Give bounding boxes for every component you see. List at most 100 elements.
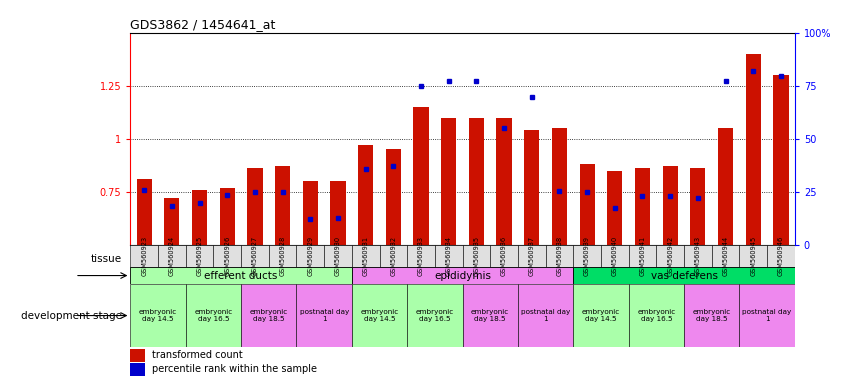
- Bar: [739, 245, 767, 267]
- Bar: [331, 181, 346, 245]
- Bar: [130, 245, 158, 267]
- Text: GSM560924: GSM560924: [169, 236, 175, 276]
- Text: efferent ducts: efferent ducts: [204, 271, 278, 281]
- Text: GSM560933: GSM560933: [418, 236, 424, 276]
- Text: embryonic
day 18.5: embryonic day 18.5: [693, 309, 731, 322]
- Text: GSM560936: GSM560936: [501, 236, 507, 276]
- Text: GSM560945: GSM560945: [750, 236, 756, 276]
- Text: GSM560928: GSM560928: [279, 236, 286, 276]
- Text: postnatal day
1: postnatal day 1: [743, 309, 791, 322]
- Bar: [324, 245, 352, 267]
- Text: embryonic
day 18.5: embryonic day 18.5: [471, 309, 510, 322]
- Text: GSM560946: GSM560946: [778, 236, 784, 276]
- Bar: [158, 245, 186, 267]
- Bar: [546, 245, 574, 267]
- Bar: [296, 245, 324, 267]
- Bar: [186, 245, 214, 267]
- Text: postnatal day
1: postnatal day 1: [521, 309, 570, 322]
- Bar: [192, 190, 207, 245]
- Text: GSM560935: GSM560935: [473, 236, 479, 276]
- Bar: [574, 245, 601, 267]
- Text: tissue: tissue: [91, 253, 122, 263]
- Bar: [379, 245, 407, 267]
- Bar: [186, 284, 241, 348]
- Text: postnatal day
1: postnatal day 1: [299, 309, 349, 322]
- Bar: [518, 284, 574, 348]
- Text: embryonic
day 14.5: embryonic day 14.5: [361, 309, 399, 322]
- Bar: [352, 284, 407, 348]
- Text: embryonic
day 18.5: embryonic day 18.5: [250, 309, 288, 322]
- Bar: [241, 284, 296, 348]
- Bar: [275, 166, 290, 245]
- Bar: [552, 128, 567, 245]
- Bar: [711, 245, 739, 267]
- Text: GSM560944: GSM560944: [722, 236, 728, 276]
- Bar: [214, 245, 241, 267]
- Bar: [414, 107, 429, 245]
- Bar: [739, 284, 795, 348]
- Text: epididymis: epididymis: [434, 271, 491, 281]
- Bar: [684, 284, 739, 348]
- Text: embryonic
day 16.5: embryonic day 16.5: [415, 309, 454, 322]
- Bar: [407, 245, 435, 267]
- Text: GSM560941: GSM560941: [639, 236, 646, 276]
- Bar: [518, 245, 546, 267]
- Bar: [441, 118, 457, 245]
- Bar: [130, 267, 352, 284]
- Bar: [574, 284, 628, 348]
- Bar: [241, 245, 269, 267]
- Bar: [684, 245, 711, 267]
- Bar: [773, 75, 789, 245]
- Text: GSM560923: GSM560923: [141, 236, 147, 276]
- Text: embryonic
day 14.5: embryonic day 14.5: [139, 309, 177, 322]
- Bar: [269, 245, 296, 267]
- Bar: [296, 284, 352, 348]
- Text: GSM560942: GSM560942: [667, 236, 673, 276]
- Bar: [496, 118, 511, 245]
- Bar: [386, 149, 401, 245]
- Bar: [767, 245, 795, 267]
- Text: development stage: development stage: [21, 311, 122, 321]
- Text: embryonic
day 16.5: embryonic day 16.5: [637, 309, 675, 322]
- Text: transformed count: transformed count: [152, 351, 243, 361]
- Bar: [358, 145, 373, 245]
- Bar: [136, 179, 152, 245]
- Bar: [130, 349, 145, 362]
- Text: percentile rank within the sample: percentile rank within the sample: [152, 364, 317, 374]
- Bar: [574, 267, 795, 284]
- Text: GDS3862 / 1454641_at: GDS3862 / 1454641_at: [130, 18, 276, 31]
- Text: embryonic
day 14.5: embryonic day 14.5: [582, 309, 620, 322]
- Text: GSM560927: GSM560927: [252, 236, 258, 276]
- Text: GSM560937: GSM560937: [529, 236, 535, 276]
- Text: GSM560925: GSM560925: [197, 236, 203, 276]
- Bar: [601, 245, 628, 267]
- Text: GSM560931: GSM560931: [362, 236, 368, 276]
- Bar: [656, 245, 684, 267]
- Text: GSM560934: GSM560934: [446, 236, 452, 276]
- Bar: [746, 54, 761, 245]
- Text: GSM560930: GSM560930: [335, 236, 341, 276]
- Text: GSM560940: GSM560940: [611, 236, 618, 276]
- Bar: [463, 284, 518, 348]
- Bar: [607, 170, 622, 245]
- Bar: [579, 164, 595, 245]
- Bar: [490, 245, 518, 267]
- Text: GSM560932: GSM560932: [390, 236, 396, 276]
- Text: embryonic
day 16.5: embryonic day 16.5: [194, 309, 232, 322]
- Bar: [352, 245, 379, 267]
- Bar: [463, 245, 490, 267]
- Text: GSM560929: GSM560929: [307, 236, 314, 276]
- Bar: [130, 363, 145, 376]
- Bar: [663, 166, 678, 245]
- Bar: [635, 169, 650, 245]
- Text: GSM560939: GSM560939: [584, 236, 590, 276]
- Text: GSM560943: GSM560943: [695, 236, 701, 276]
- Bar: [718, 128, 733, 245]
- Bar: [130, 284, 186, 348]
- Text: GSM560926: GSM560926: [225, 236, 230, 276]
- Bar: [407, 284, 463, 348]
- Text: vas deferens: vas deferens: [650, 271, 717, 281]
- Bar: [628, 245, 656, 267]
- Bar: [164, 198, 179, 245]
- Bar: [435, 245, 463, 267]
